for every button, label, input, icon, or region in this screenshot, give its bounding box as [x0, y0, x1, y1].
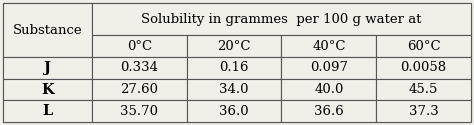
- Bar: [3, 57, 92, 79]
- Text: K: K: [41, 82, 54, 96]
- Bar: [282, 79, 376, 100]
- Bar: [92, 35, 187, 57]
- Bar: [282, 57, 376, 79]
- Bar: [187, 35, 282, 57]
- Bar: [92, 57, 187, 79]
- Text: 0.0058: 0.0058: [401, 61, 447, 74]
- Bar: [3, 3, 92, 57]
- Text: Substance: Substance: [13, 24, 82, 36]
- Bar: [376, 100, 471, 122]
- Text: J: J: [44, 61, 51, 75]
- Text: 35.70: 35.70: [120, 105, 158, 118]
- Text: 40.0: 40.0: [314, 83, 344, 96]
- Text: 34.0: 34.0: [219, 83, 249, 96]
- Text: 0.097: 0.097: [310, 61, 348, 74]
- Text: L: L: [42, 104, 53, 118]
- Bar: [282, 100, 376, 122]
- Text: 27.60: 27.60: [120, 83, 158, 96]
- Text: 0.16: 0.16: [219, 61, 249, 74]
- Bar: [187, 100, 282, 122]
- Bar: [92, 79, 187, 100]
- Bar: [376, 35, 471, 57]
- Text: 40°C: 40°C: [312, 40, 346, 52]
- Text: 20°C: 20°C: [218, 40, 251, 52]
- Text: 0.334: 0.334: [120, 61, 158, 74]
- Bar: [187, 79, 282, 100]
- Bar: [3, 79, 92, 100]
- Text: 60°C: 60°C: [407, 40, 440, 52]
- Text: 36.0: 36.0: [219, 105, 249, 118]
- Bar: [92, 100, 187, 122]
- Text: 36.6: 36.6: [314, 105, 344, 118]
- Text: 45.5: 45.5: [409, 83, 438, 96]
- Bar: [376, 79, 471, 100]
- Text: 37.3: 37.3: [409, 105, 438, 118]
- Text: Solubility in grammes  per 100 g water at: Solubility in grammes per 100 g water at: [141, 12, 422, 26]
- Bar: [376, 57, 471, 79]
- Bar: [187, 57, 282, 79]
- Bar: [92, 3, 471, 35]
- Bar: [3, 100, 92, 122]
- Text: 0°C: 0°C: [127, 40, 152, 52]
- Bar: [282, 35, 376, 57]
